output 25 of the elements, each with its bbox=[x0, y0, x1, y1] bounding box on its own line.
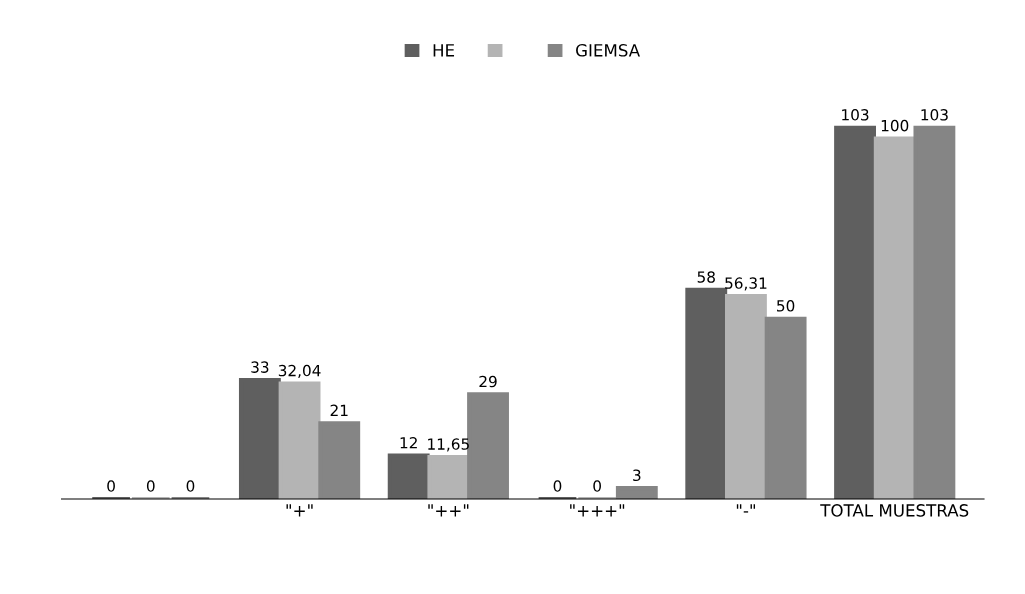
x-tick-label: TOTAL MUESTRAS bbox=[820, 504, 969, 517]
data-label: 12 bbox=[400, 437, 417, 449]
data-label: 56,31 bbox=[725, 277, 767, 291]
data-label: 32,04 bbox=[278, 364, 321, 378]
data-label: 0 bbox=[186, 480, 195, 492]
data-label: 100 bbox=[881, 119, 909, 132]
x-tick-label: "+" bbox=[286, 504, 313, 517]
data-label: 11,65 bbox=[428, 438, 469, 452]
data-label: 29 bbox=[479, 375, 497, 388]
legend-label: GIEMSA bbox=[576, 44, 640, 57]
data-label: 103 bbox=[921, 109, 948, 121]
legend-label: HE bbox=[433, 44, 455, 57]
x-tick-label: "+++" bbox=[570, 504, 625, 517]
data-label: 103 bbox=[842, 109, 869, 121]
x-tick-label: "-" bbox=[736, 504, 755, 513]
data-label: 21 bbox=[330, 404, 348, 416]
data-label: 0 bbox=[553, 480, 562, 492]
x-tick-label: "++" bbox=[428, 504, 469, 517]
data-label: 50 bbox=[777, 300, 795, 312]
data-label: 33 bbox=[251, 361, 269, 373]
data-label: 3 bbox=[633, 469, 641, 482]
data-label: 0 bbox=[593, 480, 601, 492]
data-label: 0 bbox=[146, 480, 155, 492]
data-label: 58 bbox=[697, 271, 715, 283]
data-label: 0 bbox=[107, 480, 115, 492]
